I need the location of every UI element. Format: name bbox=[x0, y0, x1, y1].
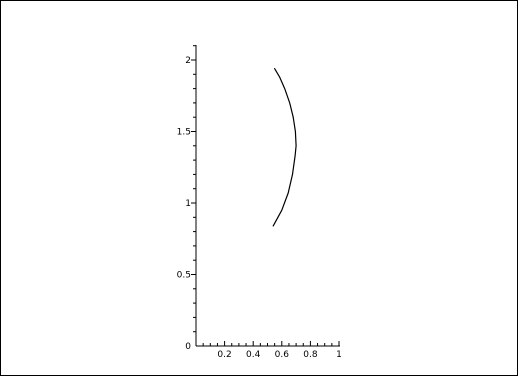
axes bbox=[195, 45, 340, 347]
x-tick-label: 0.2 bbox=[217, 350, 231, 360]
y-tick-label: 2 bbox=[185, 56, 191, 66]
y-tick-label: 0 bbox=[185, 342, 191, 352]
x-tick-label: 0.4 bbox=[246, 350, 261, 360]
series-layer bbox=[272, 68, 297, 227]
x-tick-label: 1 bbox=[336, 350, 342, 360]
curve-series-0 bbox=[272, 68, 297, 227]
y-tick-label: 1 bbox=[185, 199, 191, 209]
x-tick-label: 0.8 bbox=[303, 350, 318, 360]
y-tick-label: 0.5 bbox=[177, 271, 191, 281]
tick-labels: 0.2 0.4 0.6 0.8 1 0 0.5 1 1.5 2 bbox=[177, 56, 342, 360]
x-tick-label: 0.6 bbox=[275, 350, 290, 360]
ticks bbox=[191, 45, 340, 346]
y-tick-label: 1.5 bbox=[177, 128, 191, 138]
